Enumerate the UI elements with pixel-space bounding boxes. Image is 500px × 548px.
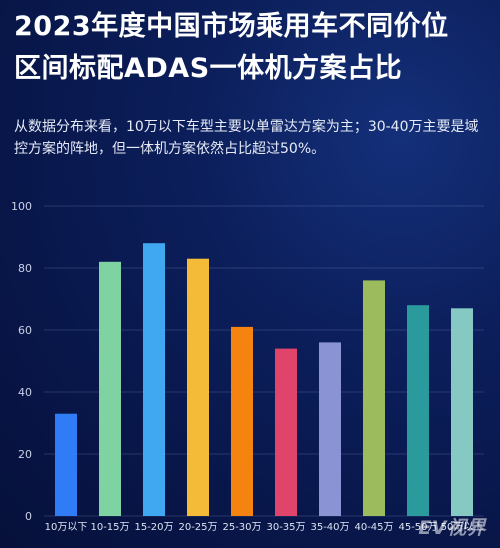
bar-4 [187, 258, 209, 516]
x-tick-label: 50万以上 [441, 521, 484, 533]
title-line-1: 2023年度中国市场乘用车不同价位 [14, 11, 449, 42]
y-tick-label: 0 [25, 510, 32, 523]
bar-chart: 0 20 40 60 80 100 10万以下 10-15万 15-20万 20-25万 25-30… [11, 200, 484, 533]
y-tick-label: 20 [18, 448, 32, 461]
title-line-2: 区间标配ADAS一体机方案占比 [14, 53, 403, 84]
bar-5 [231, 326, 253, 516]
x-tick-label: 20-25万 [178, 522, 217, 533]
x-tick-label: 40-45万 [354, 522, 393, 533]
bar-6 [275, 348, 297, 516]
bar-8 [363, 280, 385, 516]
x-tick-label: 10万以下 [45, 522, 88, 533]
bar-1 [55, 413, 77, 516]
x-tick-label: 25-30万 [222, 522, 261, 533]
y-tick-label: 80 [18, 262, 32, 275]
chart-title: 2023年度中国市场乘用车不同价位 区间标配ADAS一体机方案占比 [14, 6, 484, 90]
x-tick-label: 15-20万 [134, 522, 173, 533]
watermark-logo: EV视界 [418, 517, 486, 539]
y-tick-label: 40 [18, 386, 32, 399]
y-tick-label: 100 [11, 200, 32, 213]
y-tick-label: 60 [18, 324, 32, 337]
x-tick-label: 10-15万 [90, 522, 129, 533]
bar-9 [407, 305, 429, 516]
bar-10 [451, 308, 473, 516]
x-tick-label: 45-50万 [398, 522, 437, 533]
x-tick-label: 30-35万 [266, 522, 305, 533]
x-tick-label: 35-40万 [310, 522, 349, 533]
chart-subtitle: 从数据分布来看，10万以下车型主要以单雷达方案为主；30-40万主要是域控方案的… [14, 119, 479, 157]
bar-2 [99, 261, 121, 516]
bar-3 [143, 243, 165, 516]
bar-7 [319, 342, 341, 516]
